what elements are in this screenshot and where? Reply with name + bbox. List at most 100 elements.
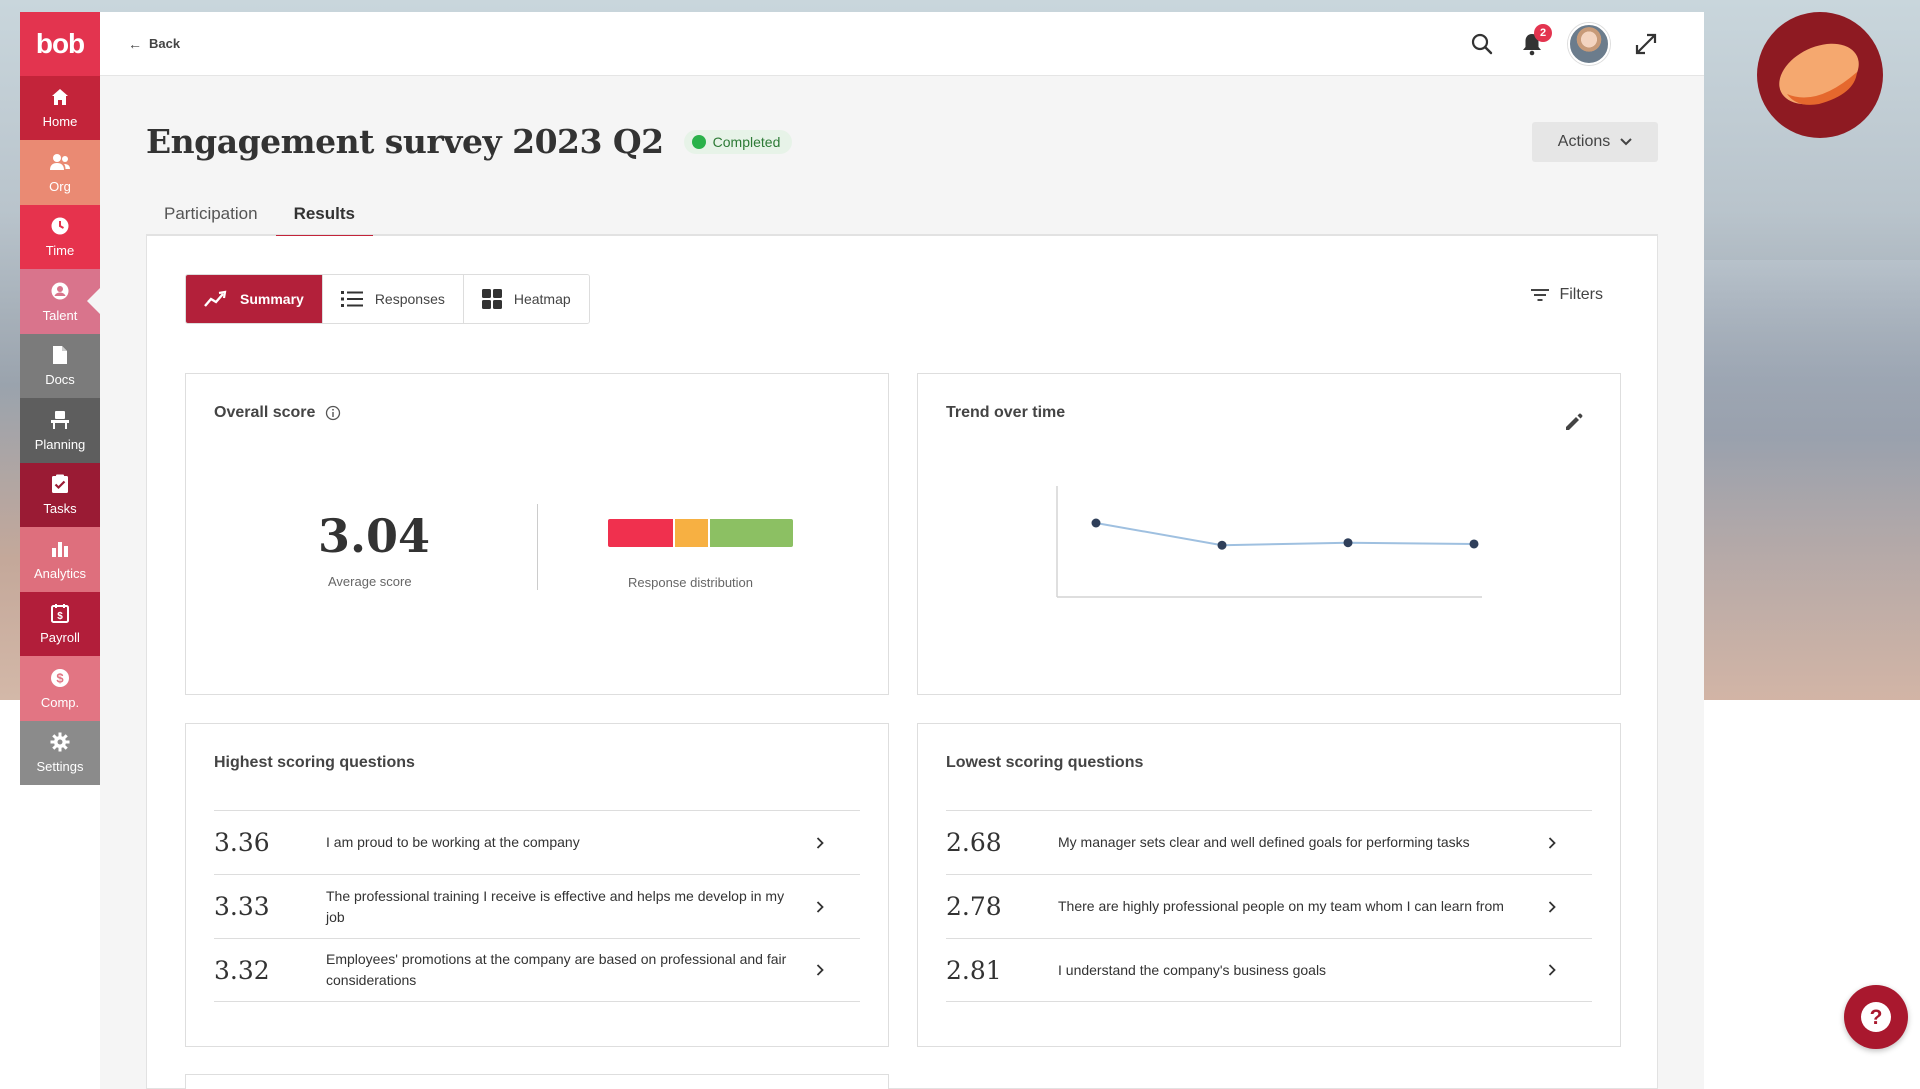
chevron-right-icon — [816, 836, 824, 849]
trend-point[interactable] — [1217, 540, 1227, 550]
heatmap-label: Heatmap — [513, 291, 571, 307]
question-row[interactable]: 2.81 I understand the company's business … — [946, 938, 1592, 1002]
question-row[interactable]: 3.36 I am proud to be working at the comp… — [214, 810, 860, 874]
title-row: Engagement survey 2023 Q2 Completed — [146, 122, 793, 161]
sidebar-item-payroll[interactable]: $ Payroll — [20, 591, 100, 656]
sidebar-item-settings[interactable]: Settings — [20, 720, 100, 785]
question-score: 3.32 — [214, 955, 270, 985]
actions-dropdown-button[interactable]: Actions — [1532, 122, 1658, 162]
edit-button[interactable] — [1562, 410, 1586, 434]
bar-chart-icon — [49, 538, 71, 560]
response-distribution-bar[interactable] — [608, 519, 793, 547]
svg-text:$: $ — [57, 611, 63, 622]
sidebar-item-analytics[interactable]: Analytics — [20, 527, 100, 592]
sidebar-item-label: Tasks — [43, 501, 77, 517]
home-icon — [49, 86, 71, 108]
sidebar-item-planning[interactable]: Planning — [20, 398, 100, 463]
question-row[interactable]: 2.68 My manager sets clear and well defin… — [946, 810, 1592, 874]
sidebar-item-label: Payroll — [40, 630, 80, 646]
additional-card — [185, 1074, 889, 1089]
chevron-right-icon — [816, 964, 824, 977]
user-circle-icon — [49, 280, 71, 302]
search-button[interactable] — [1468, 30, 1496, 58]
question-score: 2.81 — [946, 955, 1002, 985]
responses-view-button[interactable]: Responses — [322, 275, 464, 323]
list-icon — [340, 290, 363, 308]
sidebar-item-label: Talent — [42, 307, 78, 323]
brand-logo-icon — [1757, 12, 1883, 138]
bob-logo[interactable]: bob — [20, 12, 100, 76]
response-distribution-label: Response distribution — [628, 575, 754, 590]
sidebar-item-label: Org — [49, 178, 71, 194]
top-bar: ← Back 2 — [100, 12, 1704, 76]
trend-point[interactable] — [1343, 538, 1353, 548]
gear-icon — [49, 731, 71, 753]
trend-point[interactable] — [1091, 518, 1101, 528]
back-button[interactable]: ← Back — [128, 36, 180, 52]
heatmap-view-button[interactable]: Heatmap — [463, 275, 589, 323]
trend-series-line — [1095, 522, 1475, 547]
chevron-right-icon — [816, 900, 824, 913]
question-score: 3.36 — [214, 828, 270, 857]
sidebar: bob Home Org Time Talent Docs Planning Tasks An… — [20, 12, 100, 785]
clipboard-check-icon — [49, 473, 71, 495]
status-badge: Completed — [683, 129, 793, 154]
pencil-icon — [1566, 413, 1583, 430]
notifications-button[interactable]: 2 — [1518, 24, 1552, 58]
grid-icon — [481, 289, 502, 309]
summary-view-button[interactable]: Summary — [186, 275, 323, 323]
question-score: 3.33 — [214, 892, 270, 921]
highest-scoring-card: Highest scoring questions 3.36 I am proud… — [185, 723, 889, 1047]
chevron-right-icon — [1548, 900, 1556, 913]
status-dot-icon — [691, 134, 706, 149]
question-score: 2.68 — [946, 828, 1002, 857]
sidebar-item-tasks[interactable]: Tasks — [20, 462, 100, 527]
distribution-segment — [674, 519, 710, 547]
filters-button[interactable]: Filters — [1531, 286, 1603, 304]
question-score: 2.78 — [946, 892, 1002, 921]
question-row[interactable]: 2.78 There are highly professional people… — [946, 874, 1592, 938]
back-label: Back — [149, 36, 181, 51]
sidebar-item-comp[interactable]: $ Comp. — [20, 656, 100, 721]
sidebar-item-time[interactable]: Time — [20, 204, 100, 269]
sidebar-item-home[interactable]: Home — [20, 75, 100, 140]
sidebar-item-label: Comp. — [40, 694, 80, 710]
question-row[interactable]: 3.33 The professional training I receive … — [214, 874, 860, 938]
filters-label: Filters — [1559, 286, 1603, 303]
expand-icon — [1635, 33, 1657, 55]
question-text: Employees' promotions at the company are… — [326, 951, 787, 988]
question-text: There are highly professional people on … — [1058, 898, 1504, 914]
page-title: Engagement survey 2023 Q2 — [146, 122, 664, 161]
svg-text:$: $ — [56, 670, 64, 685]
info-icon[interactable] — [325, 405, 341, 421]
calendar-dollar-icon: $ — [49, 602, 71, 624]
help-button[interactable]: ? — [1844, 985, 1908, 1049]
sidebar-item-talent[interactable]: Talent — [20, 269, 100, 334]
score-divider — [537, 504, 538, 590]
tab-results[interactable]: Results — [275, 204, 374, 238]
tab-participation[interactable]: Participation — [164, 204, 258, 223]
sidebar-item-docs[interactable]: Docs — [20, 333, 100, 398]
question-row[interactable]: 3.32 Employees' promotions at the company… — [214, 938, 860, 1002]
trend-point[interactable] — [1469, 539, 1479, 549]
people-icon — [49, 151, 71, 173]
overall-score-card: Overall score 3.04 Average score Respons… — [185, 373, 889, 695]
chevron-right-icon — [1548, 836, 1556, 849]
chevron-right-icon — [1548, 964, 1556, 977]
filter-icon — [1531, 288, 1550, 302]
average-score-label: Average score — [328, 574, 412, 589]
responses-label: Responses — [374, 291, 445, 307]
overall-score-title-text: Overall score — [214, 404, 316, 421]
avatar[interactable] — [1568, 23, 1610, 65]
actions-label: Actions — [1557, 133, 1611, 150]
chevron-down-icon — [1620, 135, 1632, 149]
expand-button[interactable] — [1632, 30, 1660, 58]
arrow-left-icon: ← — [128, 35, 142, 52]
lowest-scoring-title: Lowest scoring questions — [946, 754, 1144, 771]
summary-label: Summary — [240, 291, 304, 307]
sidebar-item-org[interactable]: Org — [20, 140, 100, 205]
dollar-circle-icon: $ — [49, 667, 71, 689]
question-text: The professional training I receive is e… — [326, 887, 785, 925]
document-icon — [49, 344, 71, 366]
sidebar-item-label: Home — [42, 114, 78, 130]
